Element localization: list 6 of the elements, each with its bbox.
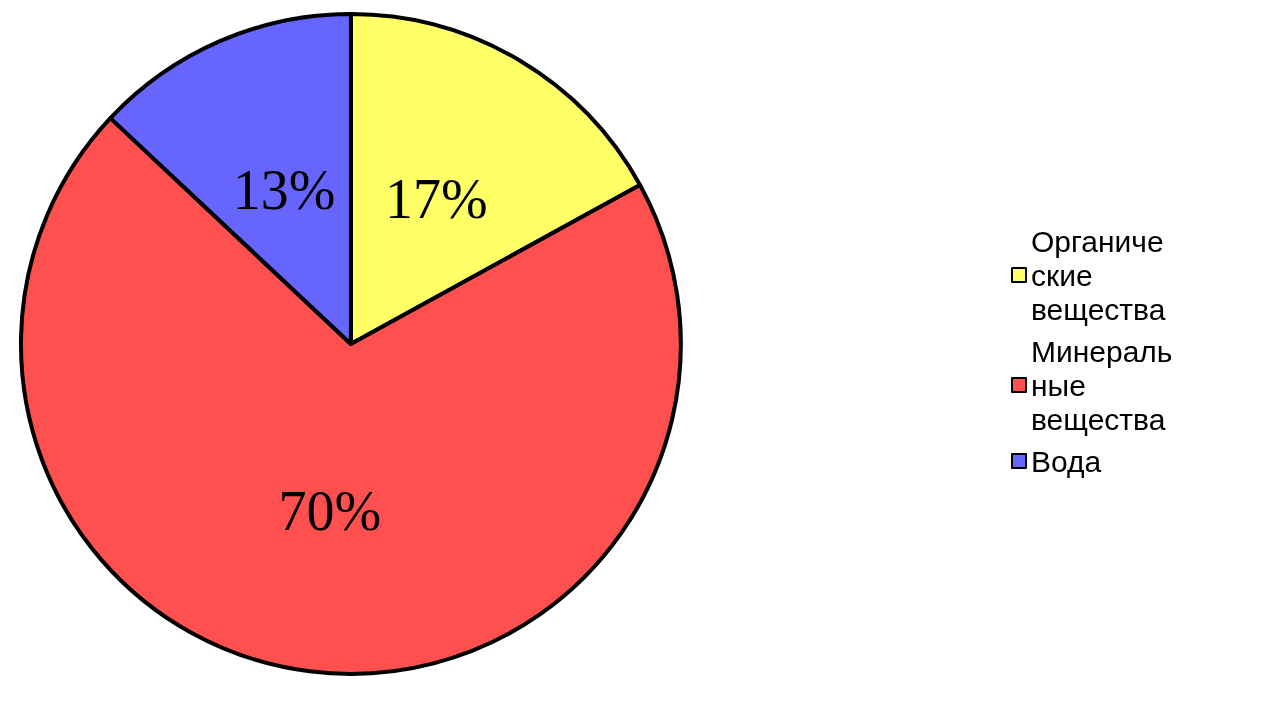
legend-label: Органические вещества: [1031, 224, 1166, 326]
data-label: 70%: [278, 479, 382, 542]
legend-label: Вода: [1031, 444, 1102, 478]
data-label: 13%: [232, 158, 336, 221]
data-label: 17%: [385, 168, 488, 231]
legend-label: Минеральные вещества: [1031, 334, 1173, 436]
